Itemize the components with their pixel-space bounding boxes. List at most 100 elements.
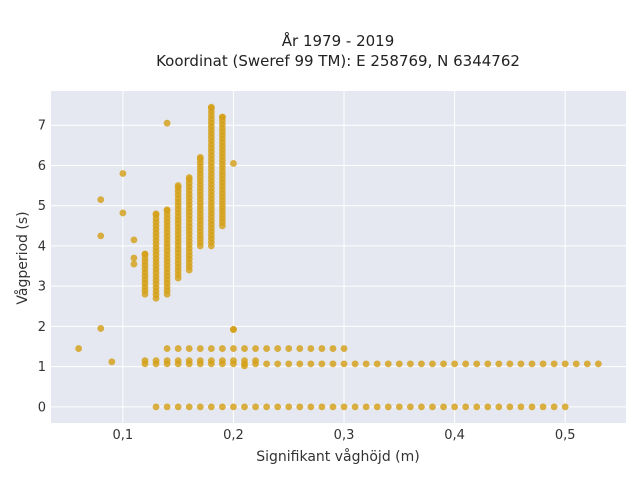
data-point	[163, 357, 171, 365]
chart-title-line-2: Koordinat (Sweref 99 TM): E 258769, N 63…	[156, 52, 520, 70]
data-point	[185, 345, 193, 352]
data-point	[440, 403, 447, 411]
data-point	[241, 403, 248, 411]
data-point	[307, 360, 315, 368]
data-point	[340, 345, 348, 352]
data-point	[97, 232, 105, 240]
data-point	[241, 345, 248, 352]
data-points	[75, 103, 602, 411]
data-point	[296, 360, 304, 368]
data-point	[362, 403, 370, 411]
data-point	[340, 360, 348, 368]
tick-labels: 0,1 0,2 0,3 0,4 0,5 0 1 2 3 4 5 6 7	[38, 119, 576, 443]
y-tick-label: 2	[38, 320, 46, 335]
data-point	[550, 360, 558, 368]
data-point	[163, 345, 171, 352]
data-point	[218, 345, 226, 352]
data-point	[163, 403, 171, 411]
data-point	[307, 403, 315, 411]
data-point	[174, 182, 182, 189]
data-point	[207, 403, 215, 411]
data-point	[119, 209, 127, 217]
data-point	[318, 345, 326, 352]
y-tick-label: 3	[38, 280, 46, 295]
data-point	[340, 403, 348, 411]
data-point	[285, 403, 293, 411]
data-point	[230, 357, 237, 365]
data-point	[152, 357, 160, 365]
data-point	[163, 206, 171, 214]
data-point	[285, 345, 293, 352]
grid-lines	[51, 91, 626, 423]
x-tick-label: 0,5	[555, 428, 576, 443]
data-point	[285, 360, 293, 368]
x-tick-label: 0,1	[113, 428, 134, 443]
data-point	[307, 345, 315, 352]
data-point	[451, 360, 459, 368]
data-point	[517, 403, 525, 411]
data-point	[473, 403, 481, 411]
data-point	[329, 360, 337, 368]
data-point	[484, 403, 492, 411]
data-point	[152, 403, 160, 411]
data-point	[429, 360, 436, 368]
chart-title-line-1: År 1979 - 2019	[282, 31, 395, 50]
data-point	[108, 358, 116, 366]
data-point	[528, 360, 536, 368]
data-point	[583, 360, 591, 368]
data-point	[539, 403, 547, 411]
data-point	[252, 357, 259, 365]
data-point	[462, 403, 470, 411]
y-tick-label: 6	[38, 159, 46, 174]
data-point	[550, 403, 558, 411]
data-point	[561, 360, 569, 368]
data-point	[274, 345, 282, 352]
data-point	[207, 103, 215, 111]
plot-area	[51, 91, 626, 423]
data-point	[473, 360, 481, 368]
data-point	[594, 360, 602, 368]
data-point	[329, 403, 337, 411]
data-point	[130, 254, 138, 262]
data-point	[495, 360, 503, 368]
data-point	[97, 196, 105, 204]
data-point	[230, 403, 237, 411]
data-point	[196, 154, 204, 161]
data-point	[506, 360, 514, 368]
data-point	[196, 357, 204, 365]
data-point	[451, 403, 459, 411]
data-point	[351, 403, 359, 411]
data-point	[329, 345, 337, 352]
data-point	[373, 360, 381, 368]
data-point	[517, 360, 525, 368]
data-point	[395, 360, 403, 368]
data-point	[362, 360, 370, 368]
data-point	[207, 357, 215, 365]
x-tick-label: 0,2	[223, 428, 244, 443]
data-point	[418, 360, 425, 368]
y-tick-label: 7	[38, 119, 46, 134]
data-point	[296, 345, 304, 352]
y-axis-label: Vågperiod (s)	[14, 211, 31, 304]
data-point	[539, 360, 547, 368]
data-point	[572, 360, 580, 368]
y-tick-label: 1	[38, 360, 46, 375]
data-point	[406, 403, 414, 411]
data-point	[141, 357, 149, 365]
data-point	[274, 360, 282, 368]
data-point	[174, 403, 182, 411]
data-point	[484, 360, 492, 368]
data-point	[418, 403, 425, 411]
data-point	[130, 236, 138, 244]
data-point	[119, 170, 127, 177]
data-point	[241, 357, 248, 365]
data-point	[506, 403, 514, 411]
data-point	[440, 360, 447, 368]
x-tick-label: 0,3	[334, 428, 355, 443]
data-point	[373, 403, 381, 411]
y-tick-label: 5	[38, 199, 46, 214]
data-point	[218, 403, 226, 411]
data-point	[296, 403, 304, 411]
x-axis-label: Signifikant våghöjd (m)	[256, 448, 419, 465]
